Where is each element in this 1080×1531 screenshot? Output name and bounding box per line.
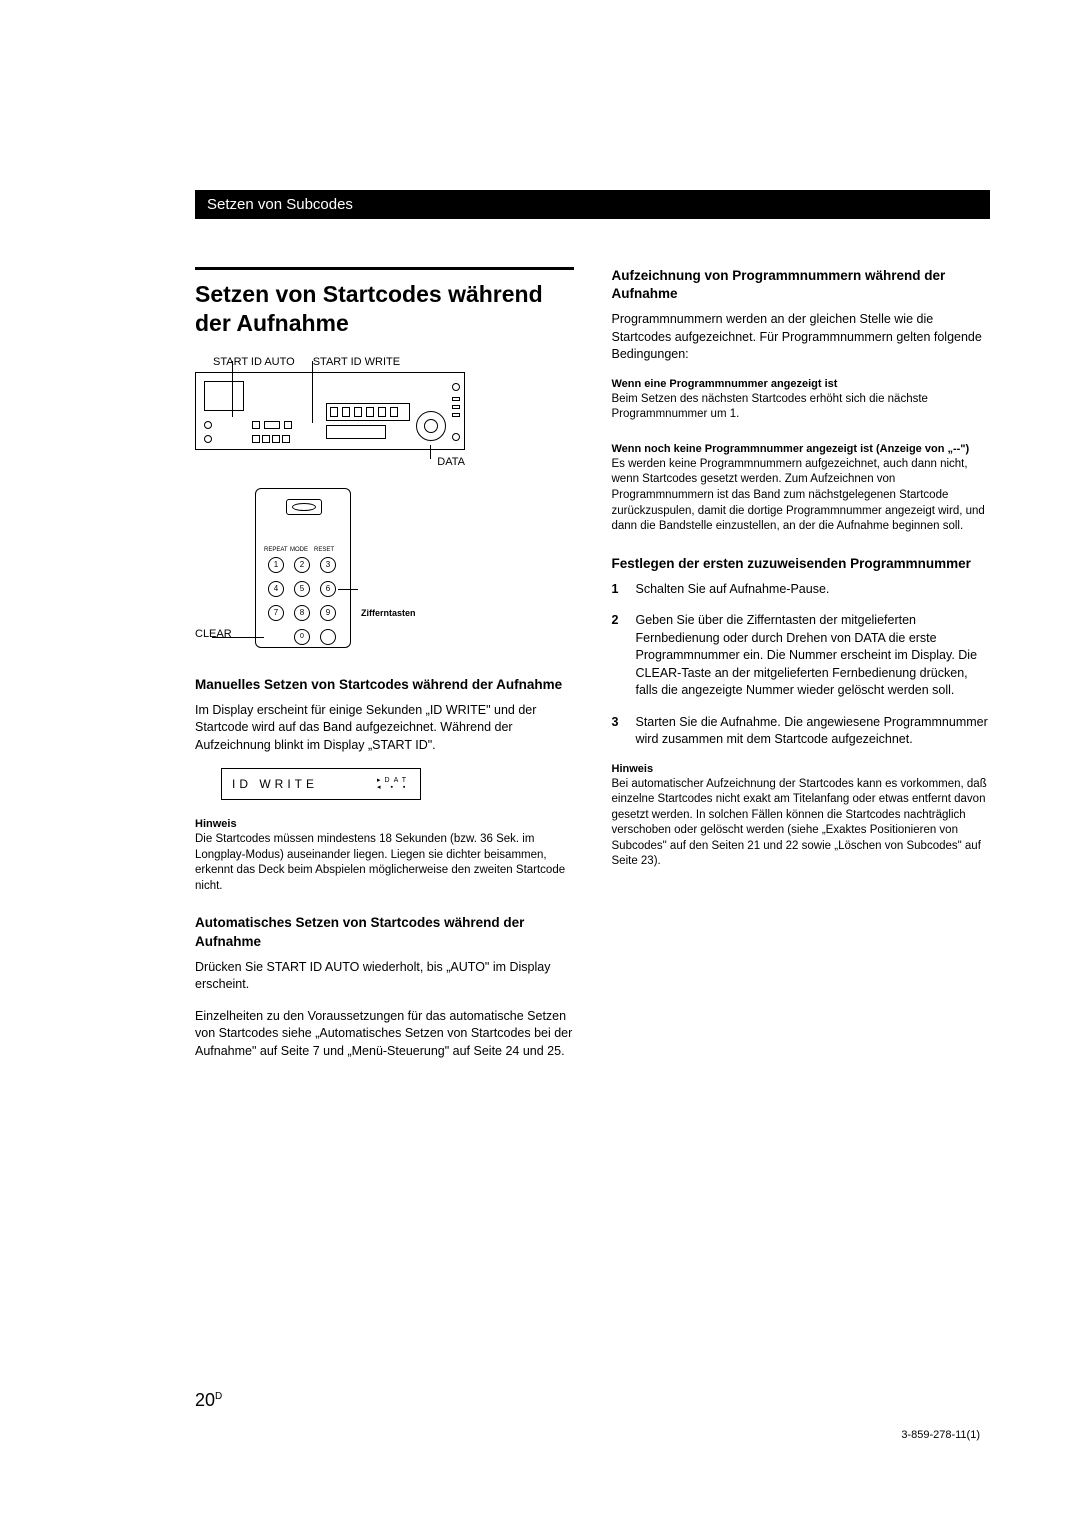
label-zifferntasten: Zifferntasten <box>361 608 416 618</box>
sub2-body2: Einzelheiten zu den Voraussetzungen für … <box>195 1008 574 1061</box>
step-num: 3 <box>612 714 624 749</box>
step-item: 2 Geben Sie über die Zifferntasten der m… <box>612 612 991 700</box>
r-sub1-body: Programmnummern werden an der gleichen S… <box>612 311 991 364</box>
display-text: ID WRITE <box>232 777 318 791</box>
cond1-head: Wenn eine Programmnummer angezeigt ist <box>612 378 991 390</box>
sub2-heading: Automatisches Setzen von Startcodes währ… <box>195 914 574 950</box>
r-sub1-heading: Aufzeichnung von Programmnummern während… <box>612 267 991 303</box>
left-column: Setzen von Startcodes während der Aufnah… <box>195 267 574 1074</box>
step-num: 2 <box>612 612 624 700</box>
page-number: 20D <box>195 1390 222 1411</box>
diagram-top-labels: START ID AUTO START ID WRITE <box>213 356 574 368</box>
label-start-id-write: START ID WRITE <box>313 356 400 368</box>
doc-id: 3-859-278-11(1) <box>901 1429 980 1441</box>
cond1-body: Beim Setzen des nächsten Startcodes erhö… <box>612 392 991 423</box>
step-item: 3 Starten Sie die Aufnahme. Die angewies… <box>612 714 991 749</box>
label-clear: CLEAR <box>195 628 232 640</box>
page-title: Setzen von Startcodes während der Aufnah… <box>195 280 574 338</box>
note1-head: Hinweis <box>195 818 574 830</box>
sub1-heading: Manuelles Setzen von Startcodes während … <box>195 676 574 694</box>
r-sub2-heading: Festlegen der ersten zuzuweisenden Progr… <box>612 555 991 573</box>
page-num-main: 20 <box>195 1390 215 1410</box>
step-list: 1 Schalten Sie auf Aufnahme-Pause. 2 Geb… <box>612 581 991 749</box>
sub1-body: Im Display erscheint für einige Sekunden… <box>195 702 574 755</box>
dat-icon: ▸DAT◂ ▪ ▪ <box>377 777 410 791</box>
step-item: 1 Schalten Sie auf Aufnahme-Pause. <box>612 581 991 599</box>
device-diagram <box>195 372 465 450</box>
r-note-body: Bei automatischer Aufzeichnung der Start… <box>612 777 991 870</box>
right-column: Aufzeichnung von Programmnummern während… <box>612 267 991 1074</box>
page-num-sup: D <box>215 1391 222 1402</box>
r-note-head: Hinweis <box>612 763 991 775</box>
section-header-bar: Setzen von Subcodes <box>195 190 990 219</box>
remote-diagram: REPEAT MODE RESET 1 2 3 4 5 6 7 8 9 0 <box>255 488 351 648</box>
step-text: Geben Sie über die Zifferntasten der mit… <box>636 612 991 700</box>
step-text: Schalten Sie auf Aufnahme-Pause. <box>636 581 830 599</box>
display-box: ID WRITE ▸DAT◂ ▪ ▪ <box>221 768 421 800</box>
section-header-text: Setzen von Subcodes <box>207 196 353 213</box>
cond2-head: Wenn noch keine Programmnummer angezeigt… <box>612 443 991 455</box>
cond2-body: Es werden keine Programmnummern aufgezei… <box>612 457 991 535</box>
sub2-body1: Drücken Sie START ID AUTO wiederholt, bi… <box>195 959 574 994</box>
label-start-id-auto: START ID AUTO <box>213 356 295 368</box>
title-rule <box>195 267 574 270</box>
step-text: Starten Sie die Aufnahme. Die angewiesen… <box>636 714 991 749</box>
note1-body: Die Startcodes müssen mindestens 18 Seku… <box>195 832 574 894</box>
step-num: 1 <box>612 581 624 599</box>
label-data: DATA <box>195 456 465 468</box>
